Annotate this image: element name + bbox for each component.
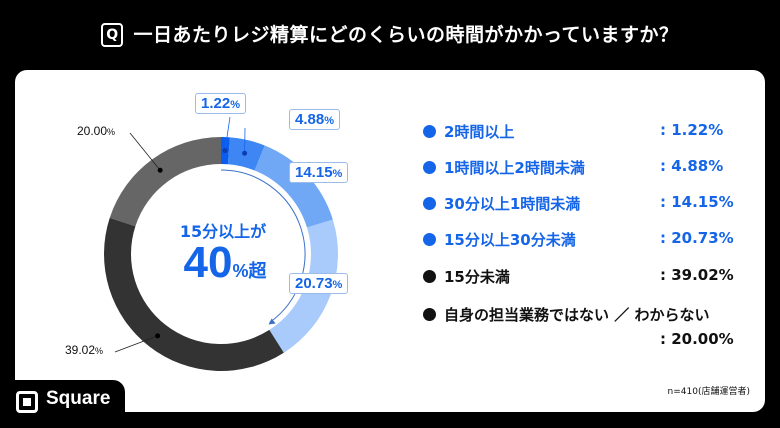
- question-title: Q 一日あたりレジ精算にどのくらいの時間がかかっていますか？: [0, 20, 780, 47]
- legend-value: : 39.02%: [660, 266, 734, 284]
- donut-slice: [109, 137, 221, 227]
- legend-value: : 20.00%: [660, 330, 734, 348]
- legend-item: 2時間以上 : 1.22%: [423, 121, 723, 142]
- sample-note: n=410(店舗運営者): [667, 387, 750, 397]
- donut-slice: [254, 145, 333, 228]
- center-caption: 15分以上が: [179, 222, 267, 241]
- legend-label: 15分以上30分未満: [444, 231, 576, 249]
- legend-value: : 20.73%: [660, 229, 734, 247]
- q-icon: Q: [101, 23, 124, 47]
- legend-item: 自身の担当業務ではない ／ わからない : 20.00%: [423, 304, 734, 348]
- legend-value: : 4.88%: [660, 157, 724, 175]
- leader-dot: [155, 333, 161, 339]
- legend-label: 自身の担当業務ではない ／ わからない: [444, 306, 710, 324]
- legend-dot-icon: [423, 161, 436, 174]
- legend-item: 15分以上30分未満 : 20.73%: [423, 229, 734, 250]
- data-label-2: 4.88%: [289, 109, 340, 130]
- leader-line: [114, 335, 158, 353]
- leader-line: [129, 132, 161, 171]
- legend-dot-icon: [423, 233, 436, 246]
- legend-dot-icon: [423, 308, 436, 321]
- legend-item: 15分未満 : 39.02%: [423, 266, 734, 287]
- leader-line: [224, 116, 231, 151]
- legend-label: 30分以上1時間未満: [444, 195, 581, 213]
- brand-name: Square: [46, 388, 111, 409]
- leader-dot: [222, 148, 228, 154]
- donut-slice: [103, 217, 284, 372]
- data-label-1: 1.22%: [195, 93, 246, 114]
- range-arrow: [220, 169, 306, 323]
- arrowhead-icon: [268, 318, 276, 325]
- square-logo-icon: [16, 391, 38, 413]
- chart-card: [15, 70, 765, 412]
- data-label-5: 39.02%: [65, 343, 104, 357]
- data-label-4: 20.73%: [289, 273, 349, 294]
- legend-dot-icon: [423, 125, 436, 138]
- brand-tab: [0, 380, 125, 428]
- legend-dot-icon: [423, 270, 436, 283]
- legend-item: 30分以上1時間未満 : 14.15%: [423, 193, 734, 214]
- legend-label: 2時間以上: [444, 123, 515, 141]
- leader-dot: [157, 167, 163, 173]
- legend-item: 1時間以上2時間未満 : 4.88%: [423, 157, 723, 178]
- legend-value: : 14.15%: [660, 193, 734, 211]
- legend-dot-icon: [423, 197, 436, 210]
- legend-label: 15分未満: [444, 268, 510, 286]
- legend-label: 1時間以上2時間未満: [444, 159, 585, 177]
- donut-slice: [269, 219, 339, 353]
- center-highlight: 40%超: [183, 238, 267, 287]
- title-text: 一日あたりレジ精算にどのくらいの時間がかかっていますか？: [133, 24, 679, 46]
- data-label-3: 14.15%: [289, 162, 349, 183]
- data-label-6: 20.00%: [77, 124, 116, 138]
- leader-dot: [242, 150, 248, 156]
- legend-value: : 1.22%: [660, 121, 724, 139]
